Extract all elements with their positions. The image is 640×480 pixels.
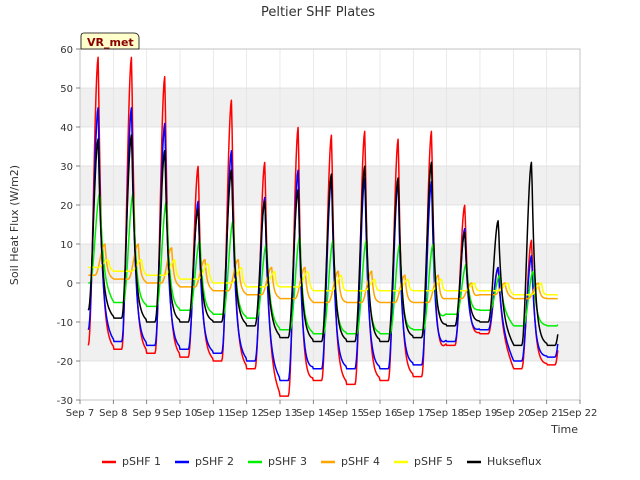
y-axis-ticks: -30 -20 -10 0 10 20 30 40 50 60: [57, 45, 80, 407]
y-tick-label: 0: [67, 279, 73, 290]
x-tick-label: Sep 14: [296, 408, 331, 419]
y-tick-label: -10: [57, 318, 73, 329]
legend-label: pSHF 3: [268, 455, 307, 468]
plot-frame: [79, 48, 581, 401]
y-tick-label: 60: [60, 45, 73, 56]
series-line-5: [87, 134, 559, 347]
y-tick-label: 50: [60, 84, 73, 95]
legend-item: Hukseflux: [467, 455, 542, 468]
legend-label: pSHF 4: [341, 455, 380, 468]
x-tick-label: Sep 9: [132, 408, 160, 419]
x-tick-label: Sep 17: [396, 408, 431, 419]
x-tick-label: Sep 19: [463, 408, 498, 419]
chart-title: Peltier SHF Plates: [261, 5, 375, 20]
legend-item: pSHF 5: [394, 455, 453, 468]
x-tick-label: Sep 10: [163, 408, 198, 419]
x-tick-label: Sep 12: [229, 408, 264, 419]
legend-label: Hukseflux: [487, 455, 542, 468]
y-tick-label: 10: [60, 240, 73, 251]
x-tick-label: Sep 21: [529, 408, 564, 419]
series-line-4: [88, 258, 558, 296]
site-badge-label: VR_met: [87, 36, 134, 49]
legend-label: pSHF 2: [195, 455, 234, 468]
grid-band: [80, 322, 580, 361]
x-tick-label: Sep 11: [196, 408, 231, 419]
series-line-3: [88, 243, 558, 304]
y-tick-label: -30: [57, 396, 73, 407]
series-lines: [87, 56, 559, 397]
x-tick-label: Sep 8: [99, 408, 127, 419]
x-tick-label: Sep 13: [263, 408, 298, 419]
y-tick-label: 40: [60, 123, 73, 134]
x-tick-label: Sep 16: [363, 408, 398, 419]
x-tick-label: Sep 18: [429, 408, 464, 419]
legend-item: pSHF 4: [321, 455, 380, 468]
y-tick-label: 20: [60, 201, 73, 212]
site-badge: VR_met: [80, 32, 140, 50]
y-tick-label: 30: [60, 162, 73, 173]
x-tick-label: Sep 20: [496, 408, 531, 419]
legend-item: pSHF 3: [248, 455, 307, 468]
legend-label: pSHF 5: [414, 455, 453, 468]
legend-item: pSHF 2: [175, 455, 234, 468]
y-tick-label: -20: [57, 357, 73, 368]
y-axis-label: Soil Heat Flux (W/m2): [8, 165, 21, 285]
legend-item: pSHF 1: [102, 455, 161, 468]
grid-band: [80, 88, 580, 127]
legend: pSHF 1 pSHF 2 pSHF 3 pSHF 4 pSHF 5 Hukseflux: [102, 455, 542, 468]
legend-label: pSHF 1: [122, 455, 161, 468]
x-tick-label: Sep 7: [66, 408, 94, 419]
x-tick-label: Sep 22: [563, 408, 598, 419]
x-axis-label: Time: [550, 423, 578, 436]
x-tick-label: Sep 15: [329, 408, 364, 419]
